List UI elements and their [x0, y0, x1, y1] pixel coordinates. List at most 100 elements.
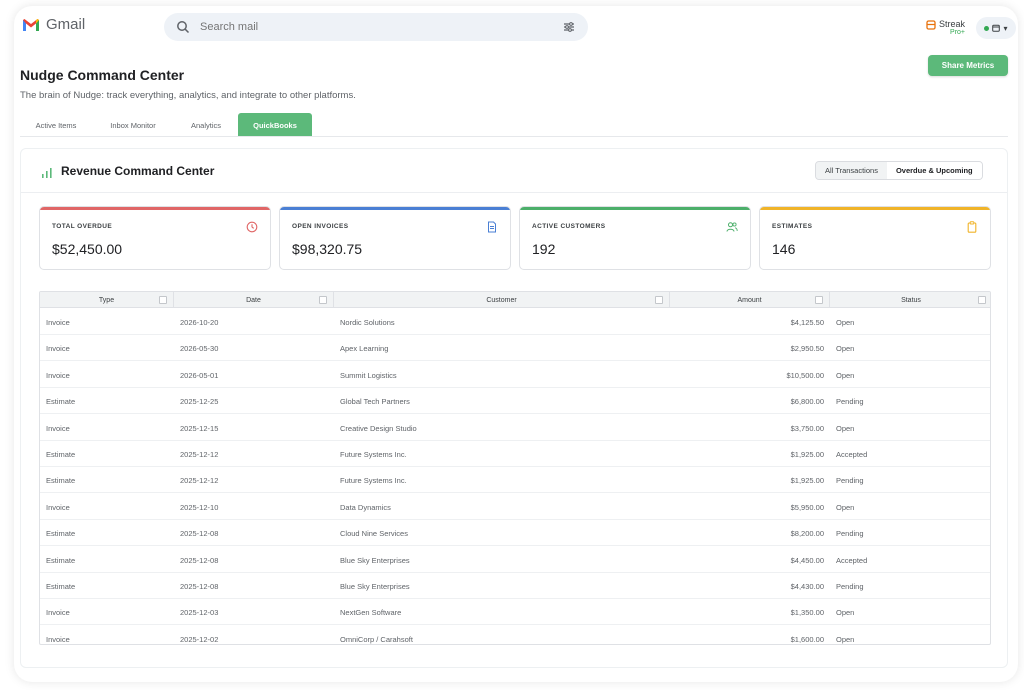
column-header-date[interactable]: Date	[174, 292, 334, 308]
cell-customer: NextGen Software	[340, 608, 402, 618]
cell-date: 2025-12-02	[180, 634, 219, 644]
cell-status: Open	[836, 423, 855, 433]
cell-customer: Future Systems Inc.	[340, 476, 407, 486]
search-input[interactable]	[200, 21, 562, 33]
cell-amount: $2,950.50	[790, 344, 824, 354]
transaction-filter-toggle: All Transactions Overdue & Upcoming	[815, 161, 983, 180]
cell-type: Invoice	[46, 634, 70, 644]
column-header-type[interactable]: Type	[40, 292, 174, 308]
cell-type: Invoice	[46, 608, 70, 618]
cell-type: Invoice	[46, 370, 70, 380]
top-bar: Gmail Streak Pro	[14, 6, 1018, 50]
cell-type: Estimate	[46, 476, 76, 486]
cell-customer: Data Dynamics	[340, 502, 391, 512]
table-row[interactable]: Invoice 2025-12-15 Creative Design Studio $…	[40, 415, 990, 441]
cell-amount: $10,500.00	[786, 370, 824, 380]
cell-amount: $8,200.00	[790, 529, 824, 539]
card-label: OPEN INVOICES	[292, 223, 349, 230]
cell-customer: Future Systems Inc.	[340, 450, 407, 459]
card-active-customers[interactable]: ACTIVE CUSTOMERS 192	[519, 206, 751, 270]
card-total-overdue[interactable]: TOTAL OVERDUE $52,450.00	[39, 206, 271, 270]
status-dot-icon	[984, 25, 990, 31]
cell-date: 2025-12-08	[180, 555, 219, 565]
page-subtitle: The brain of Nudge: track everything, an…	[20, 90, 356, 101]
card-open-invoices[interactable]: OPEN INVOICES $98,320.75	[279, 206, 511, 270]
table-row[interactable]: Estimate 2025-12-12 Future Systems Inc. $1,…	[40, 441, 990, 467]
cell-type: Invoice	[46, 318, 70, 327]
card-estimates[interactable]: ESTIMATES 146	[759, 206, 991, 270]
tab-analytics[interactable]: Analytics	[190, 120, 221, 130]
table-row[interactable]: Invoice 2025-12-02 OmniCorp / Carahsoft $1,…	[40, 626, 990, 644]
streak-badge[interactable]: Streak Pro+	[926, 20, 965, 37]
card-accent-bar	[520, 207, 750, 210]
card-label: ESTIMATES	[772, 223, 813, 230]
search-bar[interactable]	[164, 13, 588, 41]
sort-icon[interactable]	[319, 296, 327, 304]
gmail-logo[interactable]: Gmail	[22, 16, 85, 33]
sort-icon[interactable]	[815, 296, 823, 304]
search-icon[interactable]	[176, 20, 190, 34]
clipboard-icon	[967, 221, 977, 233]
column-header-customer[interactable]: Customer	[334, 292, 670, 308]
cell-status: Accepted	[836, 450, 868, 459]
cell-date: 2025-12-08	[180, 529, 219, 539]
table-row[interactable]: Invoice 2026-10-20 Nordic Solutions $4,125.…	[40, 309, 990, 335]
search-options-icon[interactable]	[562, 20, 576, 34]
card-value: $98,320.75	[292, 241, 363, 257]
app-name: Gmail	[46, 16, 86, 33]
chevron-down-icon: ▾	[1003, 23, 1008, 33]
tab-quickbooks[interactable]: QuickBooks	[238, 113, 312, 137]
cell-status: Open	[836, 502, 855, 512]
card-label: ACTIVE CUSTOMERS	[532, 223, 606, 230]
tab-active-items[interactable]: Active Items	[35, 120, 77, 130]
cell-status: Open	[836, 344, 855, 354]
cell-type: Invoice	[46, 502, 70, 512]
cell-customer: Apex Learning	[340, 344, 389, 354]
cell-date: 2025-12-03	[180, 608, 219, 618]
calendar-icon	[992, 24, 1001, 32]
cell-customer: Global Tech Partners	[340, 397, 410, 407]
transactions-table: Type Date Customer Amount Status	[39, 291, 991, 645]
table-row[interactable]: Invoice 2025-12-10 Data Dynamics $5,950.00 O…	[40, 494, 990, 520]
bar-chart-icon	[42, 168, 52, 178]
document-icon	[488, 221, 496, 233]
table-row[interactable]: Invoice 2026-05-01 Summit Logistics $10,500…	[40, 362, 990, 388]
sort-icon[interactable]	[978, 296, 986, 304]
cell-customer: OmniCorp / Carahsoft	[340, 634, 413, 644]
column-header-status[interactable]: Status	[830, 292, 990, 308]
cell-date: 2025-12-12	[180, 450, 219, 459]
app-window: Gmail Streak Pro	[14, 6, 1018, 682]
share-metrics-button[interactable]: Share Metrics	[928, 55, 1008, 76]
clock-icon	[246, 221, 258, 233]
all-transactions-button[interactable]: All Transactions	[816, 162, 887, 179]
column-header-amount[interactable]: Amount	[670, 292, 830, 308]
cell-date: 2025-12-10	[180, 502, 219, 512]
sort-icon[interactable]	[159, 296, 167, 304]
cell-type: Estimate	[46, 555, 76, 565]
table-row[interactable]: Estimate 2025-12-08 Blue Sky Enterprises $4…	[40, 547, 990, 573]
cell-date: 2026-10-20	[180, 318, 219, 327]
cell-amount: $1,925.00	[790, 476, 824, 486]
table-row[interactable]: Estimate 2025-12-12 Future Systems Inc. $1,…	[40, 467, 990, 494]
table-row[interactable]: Estimate 2025-12-08 Cloud Nine Services $8,…	[40, 520, 990, 547]
table-row[interactable]: Invoice 2026-05-30 Apex Learning $2,950.50 O…	[40, 335, 990, 362]
cell-date: 2026-05-30	[180, 344, 219, 354]
cell-amount: $1,600.00	[790, 634, 824, 644]
cell-amount: $1,925.00	[790, 450, 824, 459]
cell-type: Estimate	[46, 397, 76, 407]
brand-name: Streak	[939, 19, 966, 29]
cell-status: Accepted	[836, 555, 868, 565]
table-row[interactable]: Estimate 2025-12-08 Blue Sky Enterprises $4…	[40, 573, 990, 599]
table-row[interactable]: Invoice 2025-12-03 NextGen Software $1,350.…	[40, 599, 990, 626]
column-label: Type	[98, 296, 115, 304]
sort-icon[interactable]	[655, 296, 663, 304]
cell-type: Estimate	[46, 582, 76, 591]
panel-title: Revenue Command Center	[61, 164, 215, 178]
overdue-upcoming-button[interactable]: Overdue & Upcoming	[886, 162, 982, 179]
users-icon	[726, 222, 738, 232]
cell-type: Invoice	[46, 423, 70, 433]
cell-customer: Cloud Nine Services	[340, 529, 408, 539]
tab-inbox-monitor[interactable]: Inbox Monitor	[110, 120, 156, 130]
table-row[interactable]: Estimate 2025-12-25 Global Tech Partners $6…	[40, 388, 990, 415]
account-switcher[interactable]: ▾	[976, 17, 1016, 39]
